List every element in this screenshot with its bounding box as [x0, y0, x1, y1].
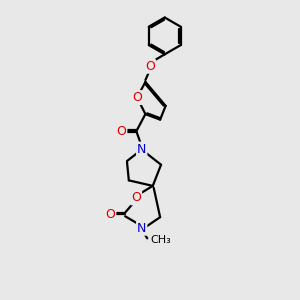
Text: N: N	[137, 222, 146, 235]
Text: N: N	[137, 142, 146, 156]
Text: CH₃: CH₃	[150, 235, 171, 245]
Text: O: O	[106, 208, 116, 221]
Text: O: O	[145, 60, 155, 73]
Text: O: O	[131, 191, 141, 204]
Text: O: O	[132, 91, 142, 104]
Text: O: O	[116, 125, 126, 138]
